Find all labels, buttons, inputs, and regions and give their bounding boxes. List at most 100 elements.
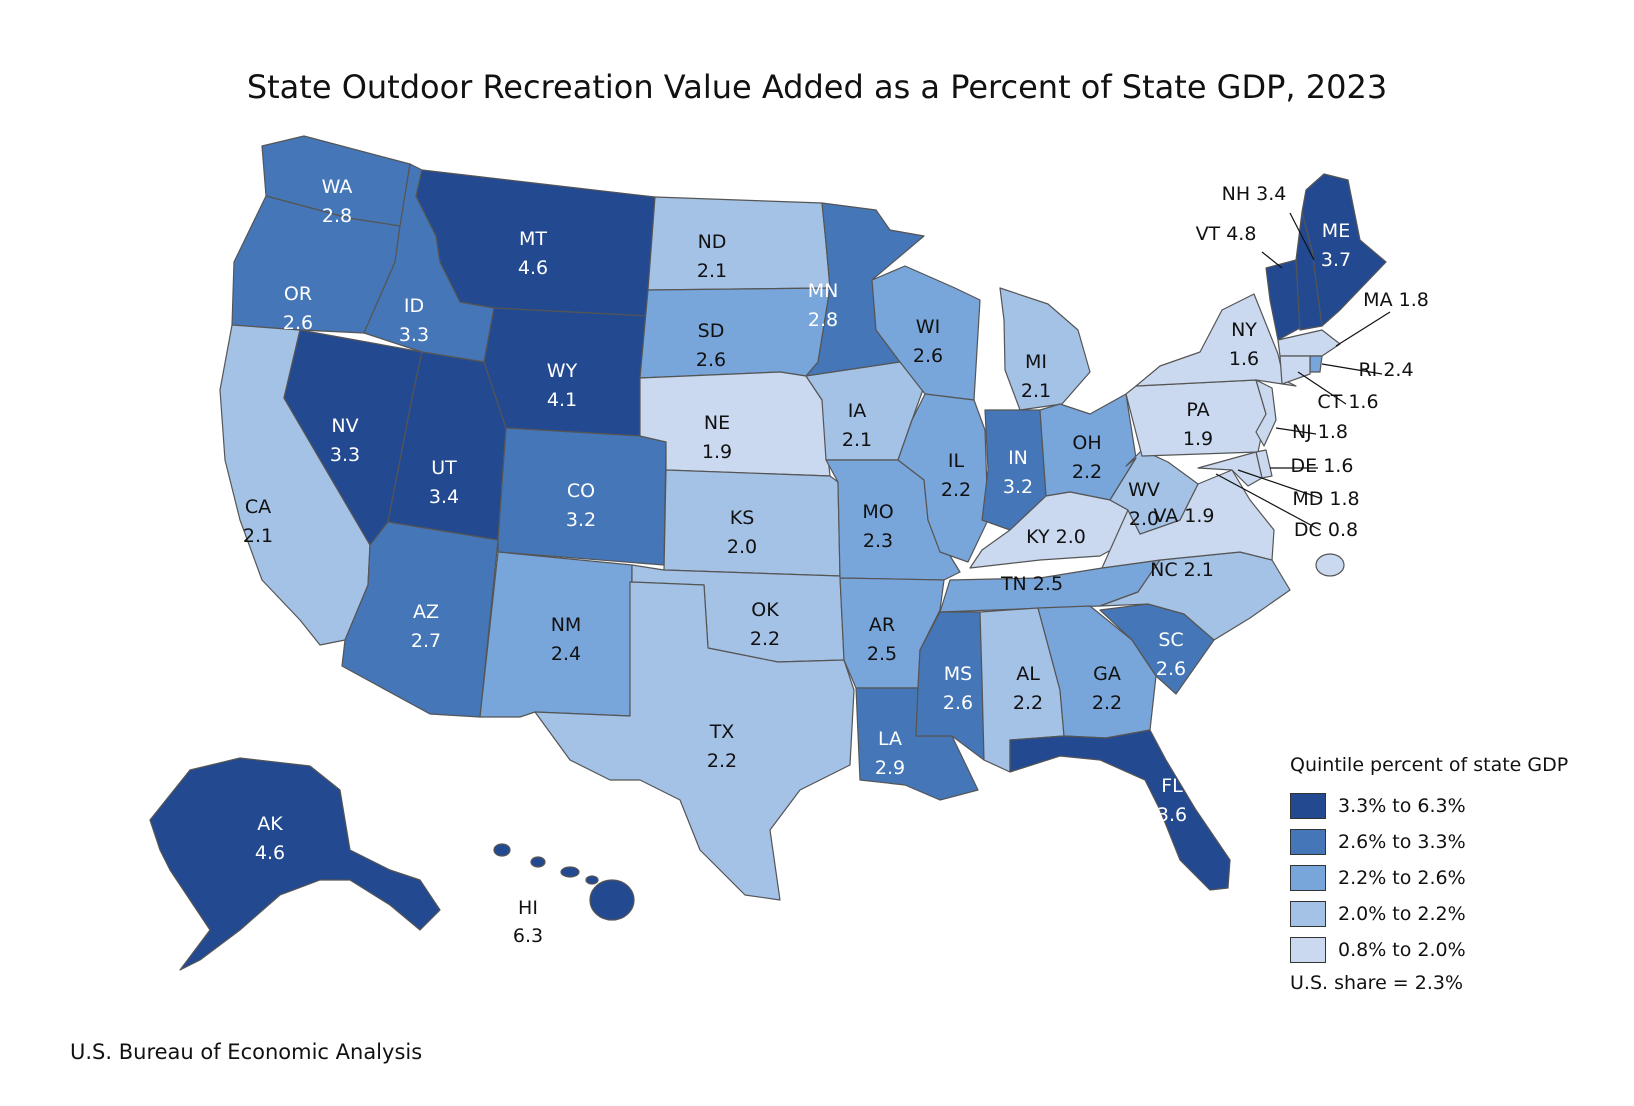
us-share-note: U.S. share = 2.3% xyxy=(1290,972,1464,994)
leader-line xyxy=(1275,427,1317,435)
state-value: 1.6 xyxy=(1229,348,1259,370)
state-value: 2.6 xyxy=(1156,658,1186,680)
state-value: 2.6 xyxy=(943,692,973,714)
state-label: ID xyxy=(404,295,424,317)
state-hi xyxy=(585,875,599,885)
state-az xyxy=(341,521,499,718)
state-value: 3.6 xyxy=(1157,804,1187,826)
state-label: MO xyxy=(862,501,893,523)
state-vt xyxy=(1265,259,1301,341)
state-value: 3.4 xyxy=(429,486,459,508)
state-value: 2.3 xyxy=(863,530,893,552)
state-value: 2.2 xyxy=(1072,461,1102,483)
state-value: 3.2 xyxy=(566,509,596,531)
state-label: SD xyxy=(698,320,725,342)
state-mi xyxy=(999,287,1091,411)
leader-line xyxy=(1237,469,1321,499)
state-label: FL xyxy=(1161,775,1183,797)
state-value: 2.1 xyxy=(1021,380,1051,402)
state-value: 3.3 xyxy=(399,324,429,346)
state-value: 2.9 xyxy=(875,757,905,779)
state-label: NJ 1.8 xyxy=(1292,421,1348,443)
state-ri xyxy=(1309,355,1323,373)
state-value: 2.8 xyxy=(808,309,838,331)
state-label: OR xyxy=(284,283,312,305)
state-label: AZ xyxy=(413,601,439,623)
leader-line xyxy=(1297,371,1347,405)
state-label: WY xyxy=(547,360,578,382)
legend-label: 2.2% to 2.6% xyxy=(1338,867,1466,889)
state-label: TN 2.5 xyxy=(1000,573,1063,595)
state-label: NM xyxy=(551,614,582,636)
state-label: MD 1.8 xyxy=(1292,488,1359,510)
state-value: 2.7 xyxy=(411,630,441,652)
state-il xyxy=(897,393,989,563)
map-title: State Outdoor Recreation Value Added as … xyxy=(246,68,1388,106)
state-wi xyxy=(871,265,981,401)
state-hi xyxy=(493,843,511,857)
state-label: NV xyxy=(331,415,358,437)
leader-line xyxy=(1261,251,1283,269)
state-label: AK xyxy=(257,813,283,835)
state-value: 2.5 xyxy=(867,643,897,665)
state-label: SC xyxy=(1158,629,1183,651)
state-hi xyxy=(589,879,635,921)
state-label: ND xyxy=(698,231,727,253)
state-label: NE xyxy=(704,412,730,434)
state-label: MS xyxy=(944,663,972,685)
state-md xyxy=(1197,451,1263,487)
state-ma xyxy=(1277,329,1341,357)
state-hi xyxy=(560,866,580,878)
legend-swatch xyxy=(1290,829,1326,855)
state-value: 2.8 xyxy=(322,205,352,227)
state-label: NH 3.4 xyxy=(1222,183,1287,205)
state-ct xyxy=(1279,355,1311,385)
state-value: 3.2 xyxy=(1003,476,1033,498)
state-label: WV xyxy=(1128,479,1160,501)
leader-line xyxy=(1321,363,1383,375)
state-label: WA xyxy=(322,176,353,198)
state-value: 4.1 xyxy=(547,389,577,411)
state-value: 2.2 xyxy=(1013,692,1043,714)
legend-label: 2.0% to 2.2% xyxy=(1338,903,1466,925)
state-nd xyxy=(647,196,831,291)
state-label: LA xyxy=(878,728,902,750)
state-nc xyxy=(1099,551,1291,641)
state-sd xyxy=(639,287,831,379)
legend-swatch xyxy=(1290,901,1326,927)
state-ak xyxy=(149,757,441,971)
state-nj xyxy=(1255,379,1277,447)
state-hi xyxy=(530,856,546,868)
state-label: IN xyxy=(1008,447,1028,469)
state-label: VA 1.9 xyxy=(1153,505,1214,527)
state-label: IL xyxy=(948,450,965,472)
state-label: WI xyxy=(916,316,940,338)
state-label: NY xyxy=(1231,319,1257,341)
legend: Quintile percent of state GDP 3.3% to 6.… xyxy=(1290,754,1568,994)
legend-title: Quintile percent of state GDP xyxy=(1290,754,1569,776)
state-value: 2.4 xyxy=(551,643,581,665)
source-note: U.S. Bureau of Economic Analysis xyxy=(70,1040,423,1064)
state-label: KS xyxy=(730,507,755,529)
legend-label: 0.8% to 2.0% xyxy=(1338,939,1466,961)
state-label: GA xyxy=(1093,663,1121,685)
state-value: 4.6 xyxy=(255,842,285,864)
legend-label: 3.3% to 6.3% xyxy=(1338,795,1466,817)
state-label: DE 1.6 xyxy=(1291,455,1354,477)
leader-line xyxy=(1215,473,1321,531)
state-label: TX xyxy=(709,721,735,743)
state-label: CT 1.6 xyxy=(1317,391,1378,413)
state-value: 6.3 xyxy=(513,925,543,947)
state-value: 2.2 xyxy=(1092,692,1122,714)
state-value: 1.9 xyxy=(702,441,732,463)
leader-line xyxy=(1335,311,1391,347)
state-value: 2.0 xyxy=(1129,508,1159,530)
state-fl xyxy=(1009,729,1231,891)
state-value: 2.0 xyxy=(727,536,757,558)
state-value: 2.2 xyxy=(750,628,780,650)
state-value: 1.9 xyxy=(1183,428,1213,450)
state-label: UT xyxy=(431,457,457,479)
state-label: CO xyxy=(567,480,595,502)
legend-swatch xyxy=(1290,937,1326,963)
